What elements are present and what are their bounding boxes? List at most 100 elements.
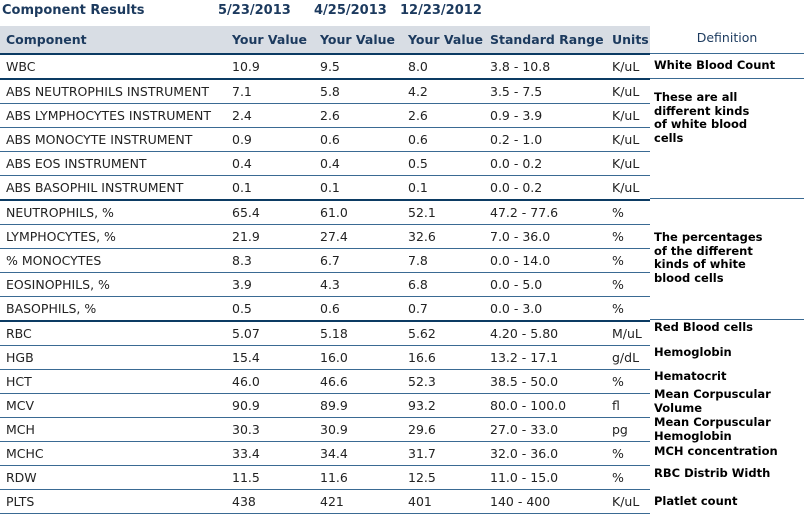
table-row: HCT46.046.652.338.5 - 50.0% [0,370,650,394]
table-header-row: Component Your Value Your Value Your Val… [0,26,650,54]
cell-value-2: 16.0 [314,346,402,370]
cell-value-3: 29.6 [402,418,484,442]
cell-units: pg [606,418,650,442]
cell-value-1: 33.4 [226,442,314,466]
col-standard-range: Standard Range [484,26,606,54]
cell-value-3: 4.2 [402,79,484,104]
cell-range: 47.2 - 77.6 [484,200,606,225]
cell-value-1: 11.5 [226,466,314,490]
col-units: Units [606,26,650,54]
date-1: 5/23/2013 [218,3,291,18]
cell-units: M/uL [606,321,650,346]
cell-units: K/uL [606,104,650,128]
cell-value-1: 7.1 [226,79,314,104]
definition-rdw: RBC Distrib Width [650,467,804,481]
cell-units: % [606,249,650,273]
cell-component: ABS BASOPHIL INSTRUMENT [0,176,226,201]
table-row: MCH30.330.929.627.0 - 33.0pg [0,418,650,442]
cell-component: BASOPHILS, % [0,297,226,322]
table-row: MCV90.989.993.280.0 - 100.0fl [0,394,650,418]
table-row: HGB15.416.016.613.2 - 17.1g/dL [0,346,650,370]
results-table: Component Your Value Your Value Your Val… [0,26,650,514]
cell-value-3: 16.6 [402,346,484,370]
cell-value-2: 6.7 [314,249,402,273]
cell-range: 27.0 - 33.0 [484,418,606,442]
table-row: RDW11.511.612.511.0 - 15.0% [0,466,650,490]
cell-value-1: 15.4 [226,346,314,370]
cell-range: 0.0 - 0.2 [484,176,606,201]
cell-range: 4.20 - 5.80 [484,321,606,346]
cell-range: 80.0 - 100.0 [484,394,606,418]
cell-value-3: 52.1 [402,200,484,225]
cell-component: % MONOCYTES [0,249,226,273]
cell-value-3: 0.7 [402,297,484,322]
cell-value-1: 46.0 [226,370,314,394]
cell-component: ABS LYMPHOCYTES INSTRUMENT [0,104,226,128]
cell-value-1: 8.3 [226,249,314,273]
cell-range: 0.2 - 1.0 [484,128,606,152]
cell-value-1: 21.9 [226,225,314,249]
cell-range: 38.5 - 50.0 [484,370,606,394]
cell-value-3: 6.8 [402,273,484,297]
cell-value-2: 5.8 [314,79,402,104]
cell-value-2: 4.3 [314,273,402,297]
col-value-2: Your Value [314,26,402,54]
cell-range: 0.0 - 0.2 [484,152,606,176]
cell-units: % [606,273,650,297]
cell-range: 7.0 - 36.0 [484,225,606,249]
definition-divider [650,78,804,79]
table-row: MCHC33.434.431.732.0 - 36.0% [0,442,650,466]
cell-component: MCV [0,394,226,418]
cell-range: 140 - 400 [484,490,606,514]
cell-value-2: 11.6 [314,466,402,490]
date-3: 12/23/2012 [400,3,482,18]
cell-value-1: 0.9 [226,128,314,152]
cell-value-2: 89.9 [314,394,402,418]
cell-value-1: 0.4 [226,152,314,176]
cell-units: % [606,466,650,490]
cell-value-2: 0.6 [314,128,402,152]
cell-value-1: 5.07 [226,321,314,346]
table-row: ABS MONOCYTE INSTRUMENT0.90.60.60.2 - 1.… [0,128,650,152]
cell-range: 3.8 - 10.8 [484,54,606,79]
cell-value-1: 10.9 [226,54,314,79]
cell-component: HGB [0,346,226,370]
date-2: 4/25/2013 [314,3,387,18]
definition-divider [650,53,804,54]
cell-units: % [606,200,650,225]
table-row: EOSINOPHILS, %3.94.36.80.0 - 5.0% [0,273,650,297]
col-value-1: Your Value [226,26,314,54]
table-row: NEUTROPHILS, %65.461.052.147.2 - 77.6% [0,200,650,225]
cell-component: WBC [0,54,226,79]
cell-value-3: 93.2 [402,394,484,418]
cell-component: RBC [0,321,226,346]
definition-hct: Hematocrit [650,370,804,384]
cell-units: % [606,370,650,394]
cell-value-3: 401 [402,490,484,514]
cell-value-2: 5.18 [314,321,402,346]
col-value-3: Your Value [402,26,484,54]
table-row: ABS LYMPHOCYTES INSTRUMENT2.42.62.60.9 -… [0,104,650,128]
definition-hgb: Hemoglobin [650,346,804,360]
cell-units: % [606,297,650,322]
cell-units: K/uL [606,79,650,104]
cell-units: fl [606,394,650,418]
cell-value-3: 5.62 [402,321,484,346]
cell-value-2: 9.5 [314,54,402,79]
definition-mcv: Mean Corpuscular Volume [650,388,780,415]
cell-value-1: 0.5 [226,297,314,322]
cell-range: 0.0 - 5.0 [484,273,606,297]
cell-value-3: 0.5 [402,152,484,176]
cell-value-1: 438 [226,490,314,514]
cell-component: MCHC [0,442,226,466]
table-row: PLTS438421401140 - 400K/uL [0,490,650,514]
cell-range: 0.0 - 14.0 [484,249,606,273]
cell-value-1: 65.4 [226,200,314,225]
cell-range: 0.0 - 3.0 [484,297,606,322]
cell-value-2: 2.6 [314,104,402,128]
cell-value-2: 27.4 [314,225,402,249]
cell-component: ABS NEUTROPHILS INSTRUMENT [0,79,226,104]
cell-value-2: 0.1 [314,176,402,201]
definition-divider [650,198,804,199]
definition-abs-group: These are all different kinds of white b… [650,91,765,145]
